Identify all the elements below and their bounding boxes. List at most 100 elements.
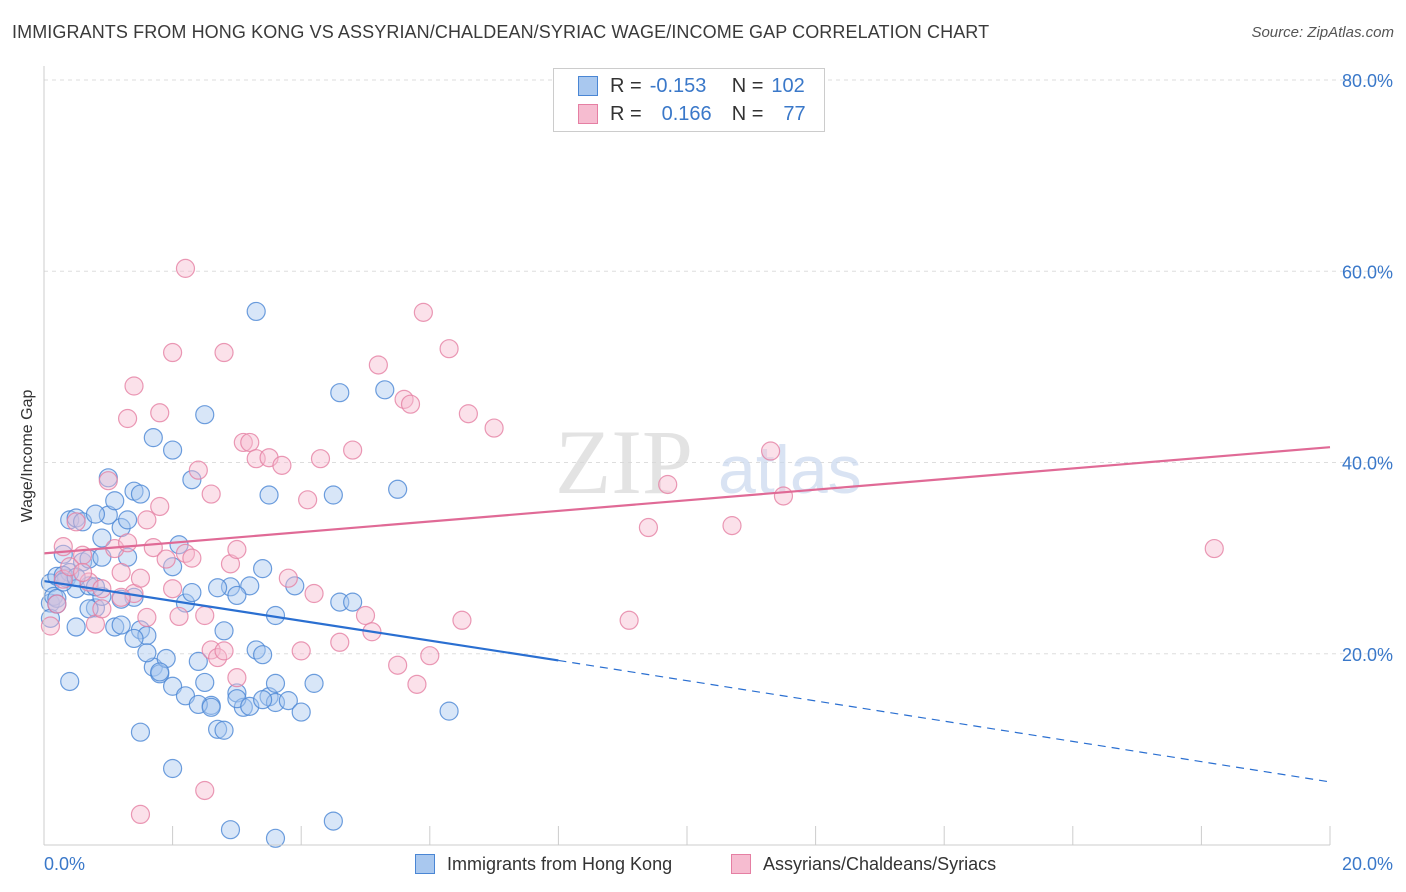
data-point-assyrian	[452, 610, 472, 630]
data-point-hongkong	[163, 557, 183, 577]
data-point-hongkong	[278, 691, 298, 711]
data-point-hongkong	[150, 662, 170, 682]
data-point-assyrian	[291, 641, 311, 661]
data-point-assyrian	[137, 607, 157, 628]
data-point-hongkong	[182, 470, 202, 490]
data-point-assyrian	[619, 610, 639, 630]
data-point-assyrian	[439, 339, 459, 359]
data-point-assyrian	[240, 432, 260, 453]
data-point-assyrian	[124, 376, 144, 396]
data-point-hongkong	[265, 673, 286, 693]
data-point-hongkong	[323, 811, 343, 831]
data-point-assyrian	[137, 510, 157, 530]
y-tick-label: 40.0%	[1342, 454, 1393, 474]
data-point-assyrian	[214, 641, 234, 661]
data-point-assyrian	[304, 583, 324, 604]
data-point-hongkong	[227, 585, 247, 606]
data-point-hongkong	[304, 673, 324, 693]
axes: 20.0% 40.0% 60.0% 80.0% 0.0% 20.0%	[43, 66, 1393, 874]
legend-label: Assyrians/Chaldeans/Syriacs	[763, 853, 997, 874]
watermark-zip: ZIP	[555, 411, 693, 513]
data-point-hongkong	[285, 576, 305, 596]
pink-swatch	[731, 854, 751, 874]
r-label: R =	[610, 102, 642, 125]
data-point-hongkong	[182, 582, 202, 603]
gridlines	[44, 79, 1392, 655]
data-point-hongkong	[163, 440, 183, 460]
data-point-hongkong	[92, 528, 112, 548]
data-point-assyrian	[484, 418, 504, 438]
data-point-hongkong	[330, 383, 350, 403]
data-point-hongkong	[60, 671, 80, 692]
data-point-assyrian	[40, 616, 61, 636]
data-point-assyrian	[343, 440, 363, 460]
stats-legend: R = -0.153 N = 102 R = 0.166 N = 77	[553, 68, 825, 132]
data-point-assyrian	[310, 449, 331, 469]
data-point-assyrian	[400, 394, 421, 414]
data-point-assyrian	[278, 568, 298, 588]
data-point-assyrian	[175, 258, 196, 278]
chart-title: IMMIGRANTS FROM HONG KONG VS ASSYRIAN/CH…	[12, 22, 990, 42]
data-point-assyrian	[638, 517, 659, 538]
legend-label: Immigrants from Hong Kong	[447, 853, 673, 874]
data-point-hongkong	[85, 598, 106, 618]
data-point-hongkong	[105, 491, 125, 511]
legend-item-hongkong: Immigrants from Hong Kong	[415, 852, 672, 876]
data-point-assyrian	[722, 516, 742, 536]
data-point-hongkong	[208, 719, 228, 739]
data-point-assyrian	[760, 441, 781, 461]
data-point-hongkong	[343, 592, 363, 612]
data-points	[40, 258, 1224, 848]
data-point-assyrian	[298, 490, 318, 510]
data-point-hongkong	[220, 820, 241, 840]
data-point-hongkong	[208, 578, 228, 598]
data-point-hongkong	[195, 405, 215, 425]
data-point-assyrian	[117, 533, 138, 553]
r-value: -0.153	[649, 74, 707, 97]
legend-item-assyrian: Assyrians/Chaldeans/Syriacs	[731, 852, 996, 876]
r-label: R =	[610, 74, 642, 97]
data-point-assyrian	[1204, 538, 1224, 559]
data-point-assyrian	[368, 355, 388, 375]
trend-lines	[43, 446, 1331, 783]
data-point-assyrian	[156, 549, 176, 569]
data-point-hongkong	[375, 380, 395, 400]
data-point-assyrian	[130, 568, 151, 588]
blue-swatch	[578, 76, 598, 96]
data-point-hongkong	[143, 428, 163, 448]
blue-swatch	[415, 854, 435, 874]
data-point-assyrian	[458, 404, 478, 424]
y-tick-label: 20.0%	[1342, 645, 1393, 665]
data-point-hongkong	[214, 621, 234, 641]
data-point-assyrian	[227, 668, 247, 688]
data-point-hongkong	[259, 485, 279, 505]
data-point-hongkong	[253, 645, 273, 665]
data-point-hongkong	[195, 672, 215, 693]
data-point-hongkong	[388, 479, 408, 499]
data-point-assyrian	[195, 605, 215, 626]
n-value: 77	[783, 102, 806, 125]
data-point-hongkong	[240, 576, 260, 596]
data-point-hongkong	[253, 559, 273, 579]
data-point-assyrian	[169, 606, 189, 627]
r-value: 0.166	[661, 102, 712, 125]
data-point-assyrian	[220, 554, 241, 574]
data-point-hongkong	[130, 722, 151, 742]
data-point-assyrian	[111, 562, 131, 583]
data-point-hongkong	[137, 643, 157, 663]
data-point-hongkong	[117, 510, 138, 530]
data-point-assyrian	[182, 548, 202, 568]
y-tick-label: 80.0%	[1342, 71, 1393, 91]
n-value: 102	[771, 74, 805, 97]
data-point-assyrian	[47, 594, 67, 614]
data-point-assyrian	[66, 512, 86, 532]
data-point-assyrian	[272, 455, 292, 475]
data-point-assyrian	[150, 496, 170, 517]
data-point-hongkong	[265, 828, 286, 848]
data-point-assyrian	[201, 484, 221, 504]
legend-row-assyrian: R = 0.166 N = 77	[578, 101, 806, 127]
data-point-assyrian	[163, 342, 183, 363]
pink-swatch	[578, 104, 598, 124]
data-point-hongkong	[163, 676, 183, 696]
